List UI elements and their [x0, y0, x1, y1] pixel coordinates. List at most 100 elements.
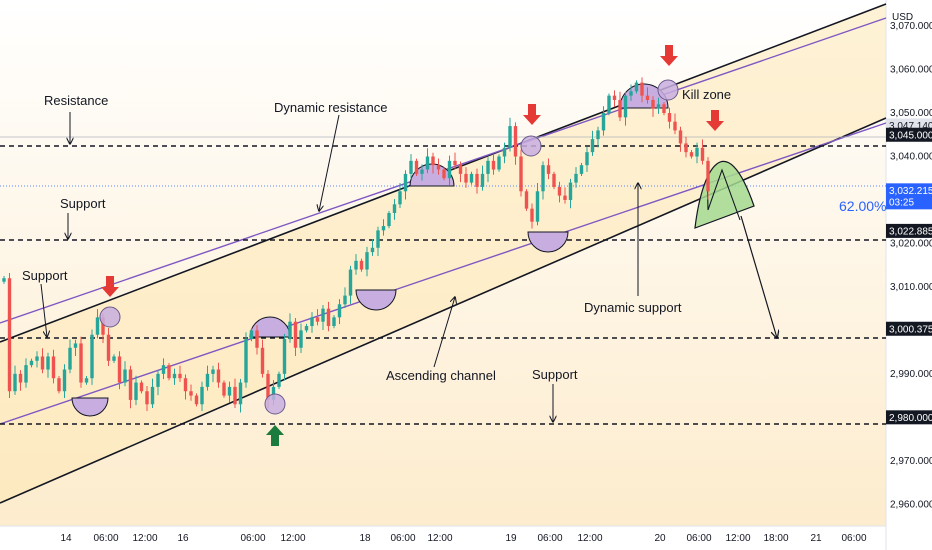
- price-tag: [886, 223, 932, 238]
- price-tick-label: 3,070.000: [890, 21, 932, 32]
- candle-body: [321, 308, 325, 322]
- candle: [205, 365, 210, 391]
- candle-body: [266, 373, 270, 400]
- candle: [238, 378, 243, 413]
- candle-body: [656, 104, 661, 109]
- support-touch-highlight: [355, 289, 397, 311]
- candle: [189, 384, 193, 401]
- candle-body: [238, 382, 243, 405]
- candle: [150, 378, 155, 408]
- support-touch-highlight: [527, 231, 569, 253]
- candle: [95, 309, 100, 339]
- candle: [541, 161, 545, 200]
- candle: [161, 358, 166, 380]
- candle-body: [112, 356, 116, 361]
- time-tick-label: 06:00: [841, 533, 866, 544]
- candle-body: [513, 126, 518, 157]
- pointer-line: [319, 114, 340, 211]
- dynamic-resistance-label: Dynamic resistance: [274, 100, 387, 115]
- candle-body: [24, 365, 28, 383]
- candle-body: [447, 160, 452, 179]
- price-tick-label: 3,020.000: [890, 238, 932, 249]
- pivot-circle: [520, 135, 542, 157]
- support-label: Support: [22, 268, 68, 283]
- candle: [354, 254, 358, 275]
- candle-body: [497, 156, 501, 170]
- candle-body: [403, 173, 408, 192]
- candle: [73, 339, 78, 357]
- candle: [106, 327, 111, 367]
- candle-body: [90, 334, 94, 379]
- candle: [684, 136, 688, 158]
- candle: [337, 299, 342, 325]
- candle: [211, 365, 215, 383]
- candle: [79, 336, 83, 388]
- candle-body: [183, 378, 188, 392]
- candle: [513, 122, 518, 165]
- down-arrow-icon: [660, 45, 678, 66]
- candle-body: [304, 326, 309, 331]
- candle: [7, 272, 12, 398]
- candle: [695, 142, 699, 164]
- time-tick-label: 19: [505, 533, 517, 544]
- candle: [475, 168, 479, 194]
- candle-body: [194, 395, 199, 405]
- candle-body: [634, 82, 639, 92]
- candle-body: [420, 169, 424, 174]
- candle-body: [623, 95, 628, 118]
- candle-body: [134, 382, 138, 400]
- candle-body: [387, 213, 391, 227]
- candle-body: [332, 317, 336, 327]
- candle: [57, 376, 61, 394]
- time-tick-label: 12:00: [577, 533, 602, 544]
- candle: [84, 376, 89, 385]
- candle: [612, 90, 617, 107]
- candle-body: [51, 356, 56, 379]
- candle: [332, 315, 336, 329]
- time-axis[interactable]: 14 06:00 12:00 16 06:00 12:00 18 06:00 12:00 19 06…: [60, 533, 867, 544]
- candle: [387, 210, 391, 229]
- candle-body: [607, 95, 611, 114]
- candle-body: [145, 391, 149, 405]
- pivot-circle: [99, 306, 121, 328]
- candle-body: [7, 278, 12, 392]
- price-tag: [886, 183, 932, 210]
- candle-body: [233, 386, 237, 405]
- price-tag-label: 3,032.215: [889, 186, 932, 197]
- pointer-line: [40, 283, 47, 337]
- candle-body: [244, 339, 248, 383]
- candle-body: [684, 143, 688, 153]
- candle: [315, 309, 320, 326]
- candle-body: [13, 373, 17, 392]
- candle-body: [381, 226, 386, 231]
- candle-body: [150, 386, 155, 405]
- candle: [491, 154, 496, 175]
- candle: [343, 287, 347, 308]
- ascending-channel-fill: [0, 4, 886, 503]
- time-tick-label: 06:00: [537, 533, 562, 544]
- dynamic-support-label: Dynamic support: [584, 300, 682, 315]
- candle-body: [315, 317, 320, 322]
- candle-body: [376, 230, 380, 248]
- candle: [216, 362, 221, 388]
- candle-body: [535, 191, 540, 222]
- candle-body: [436, 165, 441, 170]
- candle-body: [579, 165, 584, 174]
- candle: [398, 183, 402, 209]
- candle: [46, 352, 50, 378]
- candle-body: [491, 160, 496, 170]
- support-label: Support: [60, 196, 106, 211]
- candle: [585, 146, 589, 172]
- candle: [194, 393, 199, 407]
- candle: [420, 164, 424, 181]
- time-tick-label: 18: [359, 533, 371, 544]
- candle: [310, 312, 314, 333]
- candle-body: [640, 82, 644, 96]
- candle: [365, 246, 369, 277]
- candle-body: [310, 317, 314, 327]
- support-touch-highlight: [71, 397, 109, 417]
- candles-group: [2, 77, 710, 413]
- candle: [376, 226, 380, 257]
- candle: [392, 199, 397, 220]
